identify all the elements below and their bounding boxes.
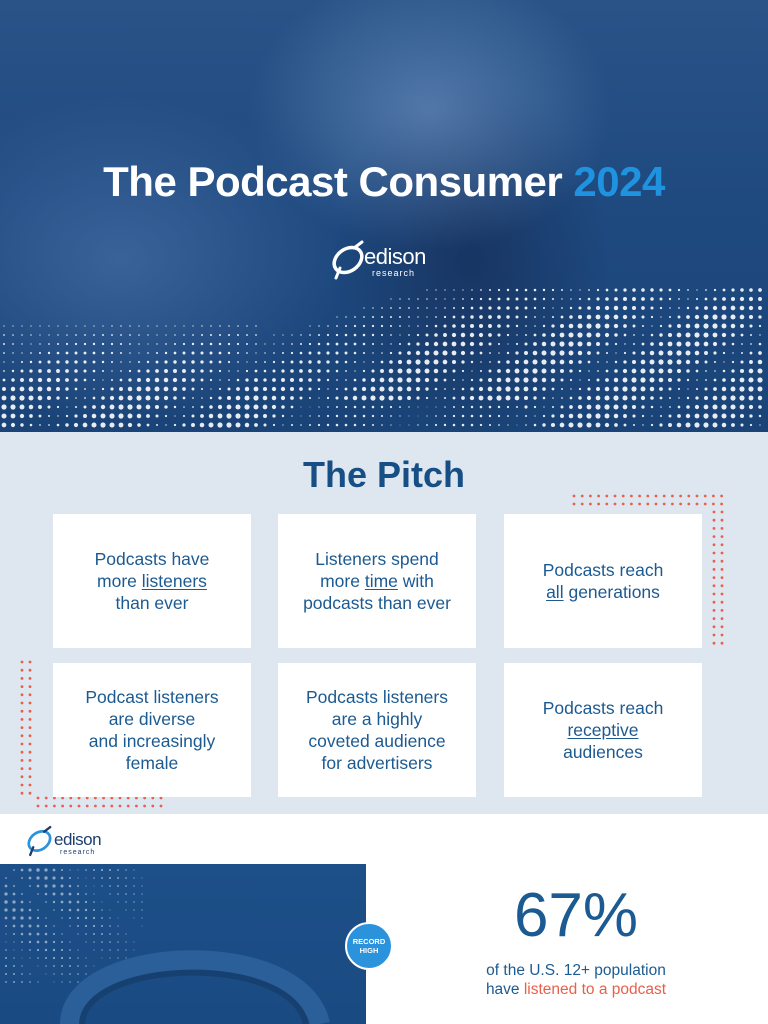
edison-logo: edison research: [328, 236, 440, 282]
pitch-card-time: Listeners spend more time with podcasts th…: [278, 514, 476, 648]
pitch-card-diverse: Podcast listeners are diverse and increasi…: [53, 663, 251, 797]
decorative-dots-top-right: [572, 494, 724, 645]
pitch-card-text: Podcasts listeners are a highly coveted au…: [305, 687, 448, 773]
pitch-card-text: Podcast listeners are diverse and increasi…: [85, 687, 219, 773]
pitch-card-listeners: Podcasts have more listeners than ever: [53, 514, 251, 648]
hero-dot-wave: [1, 288, 763, 428]
pitch-section: The Pitch Podcasts have more listeners tha…: [0, 432, 768, 814]
pitch-card-emphasis: listeners: [141, 571, 207, 591]
pitch-card-text: Podcasts have more listeners than ever: [94, 549, 210, 613]
title-main: The Podcast Consumer: [103, 158, 563, 205]
title-year: 2024: [573, 158, 665, 205]
headphones-image-panel: [0, 864, 366, 1024]
headphones-icon: [4, 868, 330, 1024]
record-high-badge: RECORD HIGH: [345, 922, 393, 970]
pitch-card-emphasis: receptive: [567, 720, 639, 740]
pitch-card-emphasis: all: [546, 582, 564, 602]
edison-logo-icon: [27, 825, 52, 857]
edison-logo-icon: [332, 240, 364, 280]
pitch-card-emphasis: time: [364, 571, 398, 591]
logo-wordmark: edison: [364, 244, 426, 269]
pitch-card-generations: Podcasts reach all generations: [504, 514, 702, 648]
decorative-dots-bottom-left: [20, 660, 163, 808]
stat-section: edison research RECORD HIGH 67% of the U…: [0, 814, 768, 1024]
stat-caption-line1: of the U.S. 12+ population: [486, 962, 666, 979]
page-title: The Podcast Consumer 2024: [0, 158, 768, 206]
hero-banner: The Podcast Consumer 2024 edison researc…: [0, 0, 768, 432]
stat-value: 67%: [513, 881, 639, 950]
logo-wordmark: edison: [54, 830, 102, 849]
pitch-card-text: Podcasts reach all generations: [542, 560, 664, 602]
pitch-card-text: Listeners spend more time with podcasts th…: [303, 549, 451, 613]
badge-text: RECORD HIGH: [352, 937, 386, 955]
pitch-title: The Pitch: [302, 454, 466, 495]
stat-caption-highlight: listened to a podcast: [523, 981, 667, 998]
logo-subtext: research: [60, 849, 96, 856]
stat-caption-line2: have listened to a podcast: [366, 981, 768, 999]
stat-caption-prefix: have: [485, 981, 524, 998]
logo-subtext: research: [372, 268, 416, 278]
pitch-card-advertisers: Podcasts listeners are a highly coveted au…: [278, 663, 476, 797]
edison-logo-small: edison research: [24, 822, 114, 862]
pitch-card-text: Podcasts reach receptive audiences: [542, 698, 664, 762]
pitch-card-receptive: Podcasts reach receptive audiences: [504, 663, 702, 797]
